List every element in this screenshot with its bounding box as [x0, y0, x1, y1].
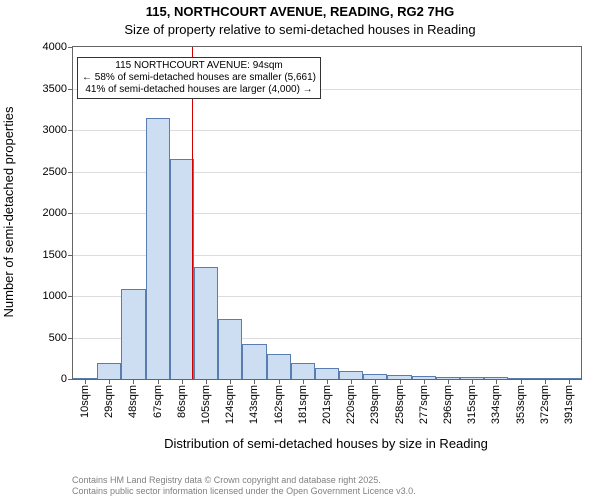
x-tick-mark: [85, 379, 86, 384]
x-tick-label: 296sqm: [442, 385, 454, 424]
attribution-line: Contains public sector information licen…: [72, 486, 416, 496]
x-tick-mark: [375, 379, 376, 384]
x-tick-label: 86sqm: [176, 385, 188, 418]
x-tick-mark: [569, 379, 570, 384]
histogram-bar: [170, 159, 194, 379]
annotation-line: ← 58% of semi-detached houses are smalle…: [82, 72, 316, 84]
histogram-bar: [315, 368, 339, 379]
x-tick-mark: [400, 379, 401, 384]
x-tick-mark: [448, 379, 449, 384]
x-tick-label: 29sqm: [103, 385, 115, 418]
x-tick-label: 162sqm: [273, 385, 285, 424]
y-tick-label: 2000: [43, 207, 67, 219]
x-tick-mark: [109, 379, 110, 384]
x-tick-label: 391sqm: [563, 385, 575, 424]
y-tick-mark: [68, 47, 73, 48]
y-tick-mark: [68, 89, 73, 90]
x-tick-label: 105sqm: [200, 385, 212, 424]
histogram-bar: [121, 289, 145, 379]
x-tick-label: 277sqm: [418, 385, 430, 424]
x-tick-label: 67sqm: [152, 385, 164, 418]
x-tick-mark: [230, 379, 231, 384]
x-tick-mark: [303, 379, 304, 384]
x-tick-label: 10sqm: [79, 385, 91, 418]
x-tick-label: 353sqm: [515, 385, 527, 424]
y-tick-label: 0: [61, 373, 67, 385]
attribution-line: Contains HM Land Registry data © Crown c…: [72, 475, 416, 485]
x-tick-mark: [424, 379, 425, 384]
x-tick-label: 48sqm: [127, 385, 139, 418]
x-tick-label: 143sqm: [248, 385, 260, 424]
histogram-bar: [146, 118, 170, 379]
y-tick-mark: [68, 296, 73, 297]
y-tick-label: 4000: [43, 41, 67, 53]
y-axis-label: Number of semi-detached properties: [1, 107, 16, 318]
annotation-line: 115 NORTHCOURT AVENUE: 94sqm: [82, 60, 316, 72]
chart-main-title: 115, NORTHCOURT AVENUE, READING, RG2 7HG: [0, 4, 600, 19]
histogram-bar: [218, 319, 242, 379]
y-tick-mark: [68, 172, 73, 173]
histogram-bar: [267, 354, 291, 379]
x-tick-mark: [496, 379, 497, 384]
x-tick-label: 181sqm: [297, 385, 309, 424]
annotation-box: 115 NORTHCOURT AVENUE: 94sqm← 58% of sem…: [77, 57, 321, 99]
attribution-text: Contains HM Land Registry data © Crown c…: [72, 475, 416, 496]
x-tick-label: 372sqm: [539, 385, 551, 424]
chart-subtitle: Size of property relative to semi-detach…: [0, 22, 600, 37]
x-tick-mark: [279, 379, 280, 384]
y-tick-label: 1500: [43, 249, 67, 261]
y-tick-mark: [68, 379, 73, 380]
histogram-bar: [242, 344, 266, 379]
x-tick-mark: [472, 379, 473, 384]
y-tick-mark: [68, 130, 73, 131]
x-tick-label: 258sqm: [394, 385, 406, 424]
x-tick-label: 315sqm: [466, 385, 478, 424]
y-tick-label: 2500: [43, 166, 67, 178]
x-tick-label: 124sqm: [224, 385, 236, 424]
x-tick-mark: [327, 379, 328, 384]
x-tick-mark: [521, 379, 522, 384]
x-tick-mark: [133, 379, 134, 384]
histogram-bar: [194, 267, 218, 379]
y-tick-mark: [68, 338, 73, 339]
histogram-bar: [97, 363, 121, 379]
x-tick-mark: [545, 379, 546, 384]
y-tick-label: 3000: [43, 124, 67, 136]
x-tick-label: 334sqm: [490, 385, 502, 424]
x-tick-mark: [158, 379, 159, 384]
x-tick-mark: [351, 379, 352, 384]
x-tick-label: 220sqm: [345, 385, 357, 424]
chart-container: 115, NORTHCOURT AVENUE, READING, RG2 7HG…: [0, 0, 600, 500]
y-tick-label: 1000: [43, 290, 67, 302]
x-tick-mark: [254, 379, 255, 384]
y-tick-label: 3500: [43, 83, 67, 95]
x-tick-mark: [182, 379, 183, 384]
y-tick-label: 500: [49, 332, 67, 344]
plot-area: 0500100015002000250030003500400010sqm29s…: [72, 46, 582, 380]
histogram-bar: [339, 371, 363, 379]
x-tick-label: 201sqm: [321, 385, 333, 424]
y-tick-mark: [68, 255, 73, 256]
y-tick-mark: [68, 213, 73, 214]
x-tick-label: 239sqm: [369, 385, 381, 424]
x-axis-label: Distribution of semi-detached houses by …: [72, 436, 580, 451]
x-tick-mark: [206, 379, 207, 384]
histogram-bar: [291, 363, 315, 379]
annotation-line: 41% of semi-detached houses are larger (…: [82, 84, 316, 96]
